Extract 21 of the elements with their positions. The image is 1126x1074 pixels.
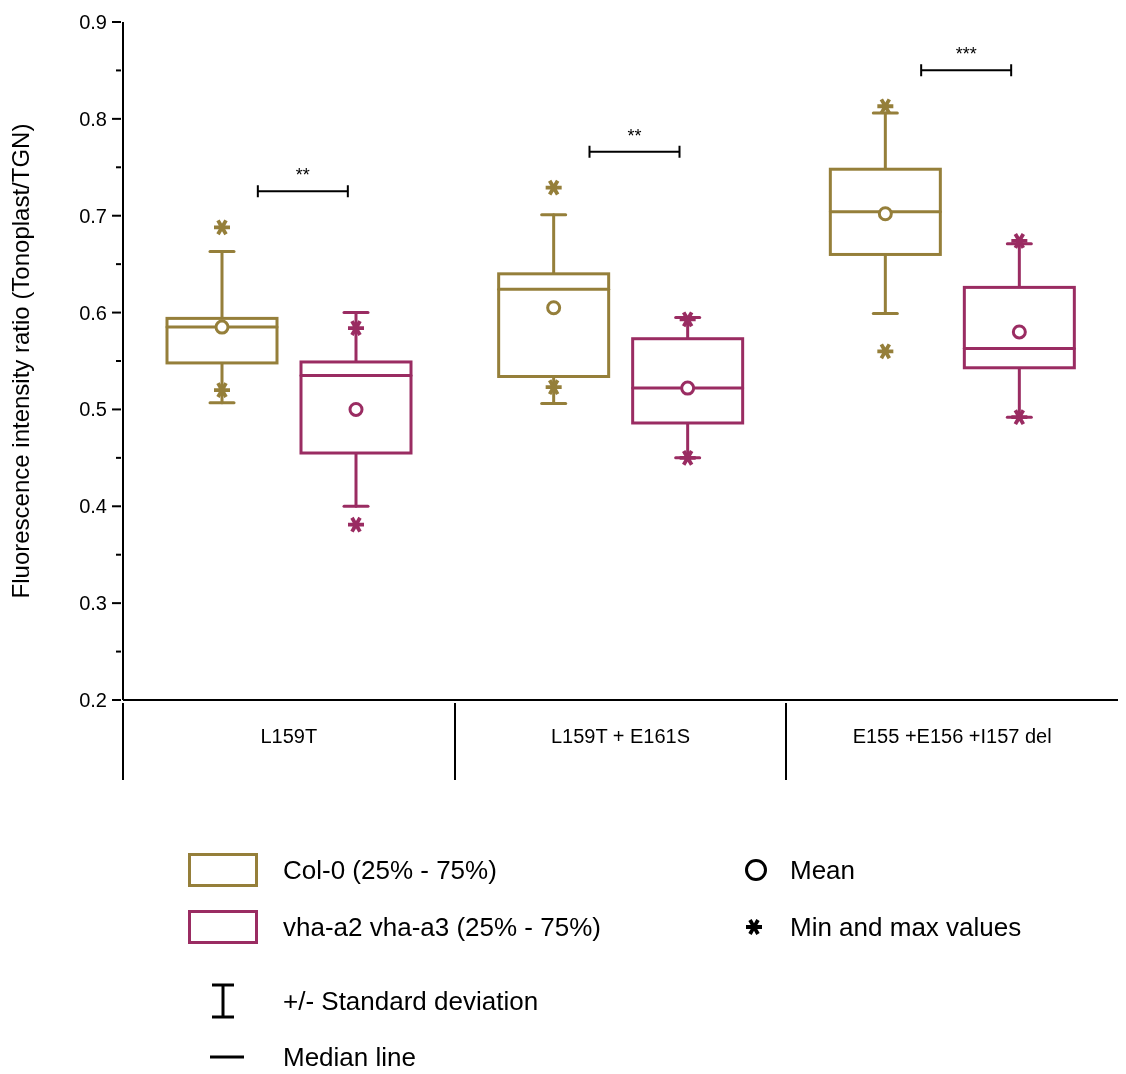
y-tick-label: 0.2: [79, 689, 107, 711]
annotation: **: [295, 165, 310, 186]
x-tick-label: E155 +E156 +I157 del: [852, 725, 1052, 747]
legend-label: vha-a2 vha-a3 (25% - 75%): [283, 911, 601, 943]
annotation: ***: [955, 44, 977, 65]
legend-label: Col-0 (25% - 75%): [283, 854, 497, 886]
x-tick-label: L159T: [260, 725, 318, 747]
text: Mean: [790, 854, 856, 886]
annotation: **: [627, 125, 642, 146]
text: Median line: [283, 1041, 416, 1073]
text: +/- Standard deviation: [283, 985, 539, 1017]
y-tick-label: 0.5: [79, 398, 107, 421]
y-axis-title: Fluorescence intensity ratio (Tonoplast/TGN): [6, 123, 34, 599]
y-tick-label: 0.7: [79, 204, 107, 227]
y-tick-label: 0.6: [79, 301, 107, 324]
y-tick-label: 0.4: [79, 495, 107, 518]
text: Min and max values: [790, 911, 1022, 943]
y-tick-label: 0.8: [79, 107, 107, 130]
y-tick-label: 0.9: [79, 11, 107, 33]
y-tick-label: 0.3: [79, 592, 107, 615]
x-tick-label: L159T + E161S: [550, 725, 691, 747]
